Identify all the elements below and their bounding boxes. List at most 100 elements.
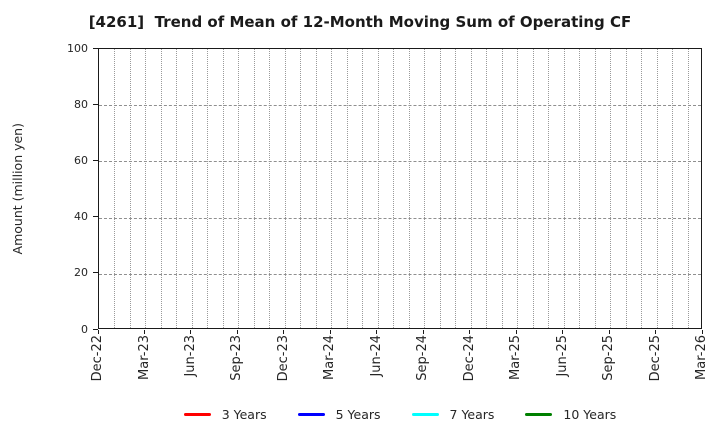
h-gridline: [99, 105, 701, 107]
h-gridline: [99, 161, 701, 163]
x-tick-mark: [562, 330, 564, 334]
v-gridline: [315, 49, 317, 328]
x-tick-label: Mar-25: [508, 335, 524, 380]
v-gridline: [656, 49, 658, 328]
x-tick-label: Dec-25: [647, 335, 663, 382]
x-tick-mark: [144, 330, 145, 334]
h-gridline: [99, 273, 701, 275]
legend-line-swatch: [411, 412, 439, 416]
v-gridline: [424, 49, 426, 328]
y-tick-label: 0: [81, 322, 88, 336]
x-tick-mark: [236, 330, 238, 334]
series-layer: [99, 49, 701, 328]
x-tick-mark: [701, 330, 703, 334]
y-tick-mark: [93, 272, 98, 274]
v-gridline: [486, 49, 488, 328]
v-gridline: [191, 49, 193, 328]
x-tick-mark: [608, 330, 610, 334]
v-gridline: [253, 49, 255, 328]
x-tick-label: Mar-23: [136, 335, 152, 380]
legend-item: 5 Years: [297, 406, 381, 422]
v-gridline: [269, 49, 271, 328]
legend-item: 7 Years: [411, 406, 495, 422]
v-gridline: [610, 49, 612, 328]
y-tick-mark: [93, 103, 98, 105]
v-gridline: [563, 49, 565, 328]
v-gridline: [300, 49, 302, 328]
x-tick-mark: [190, 330, 192, 334]
v-gridline: [439, 49, 441, 328]
legend-label: 7 Years: [449, 406, 495, 422]
v-gridline: [207, 49, 209, 328]
x-tick-label: Jun-23: [182, 335, 198, 377]
legend: 3 Years 5 Years 7 Years 10 Years: [98, 403, 702, 425]
v-gridline: [377, 49, 379, 328]
legend-item: 10 Years: [525, 407, 616, 422]
v-gridline: [672, 49, 674, 328]
legend-label: 3 Years: [221, 406, 267, 422]
x-tick-mark: [329, 330, 331, 334]
y-tick-label: 80: [74, 97, 88, 111]
v-gridline: [641, 49, 643, 328]
x-tick-mark: [515, 330, 517, 334]
x-tick-mark: [422, 330, 424, 334]
v-gridline: [594, 49, 596, 328]
v-gridline: [346, 49, 348, 328]
v-gridline: [687, 49, 689, 328]
y-tick-mark: [93, 47, 98, 49]
v-gridline: [238, 49, 240, 328]
x-tick-mark: [97, 330, 99, 334]
v-gridline: [470, 49, 472, 328]
y-tick-label: 60: [74, 153, 88, 167]
x-tick-label: Mar-26: [694, 335, 709, 380]
legend-label: 5 Years: [335, 406, 381, 422]
x-tick-label: Dec-23: [275, 335, 291, 382]
y-tick-label: 20: [74, 266, 88, 280]
v-gridline: [579, 49, 581, 328]
x-tick-label: Sep-23: [229, 335, 245, 381]
x-tick-label: Mar-24: [322, 335, 338, 380]
y-tick-label: 40: [74, 210, 88, 224]
y-axis-label-container: Amount (million yen): [4, 48, 30, 329]
x-tick-mark: [655, 330, 656, 334]
legend-line-swatch: [525, 412, 553, 416]
h-gridline: [99, 217, 701, 219]
v-gridline: [517, 49, 519, 328]
y-axis-label: Amount (million yen): [9, 122, 25, 255]
v-gridline: [393, 49, 395, 328]
chart-title: [4261] Trend of Mean of 12-Month Moving …: [88, 13, 632, 31]
y-tick-mark: [93, 216, 98, 218]
y-tick-mark: [93, 159, 98, 161]
legend-line-swatch: [183, 412, 211, 416]
v-gridline: [222, 49, 224, 328]
v-gridline: [408, 49, 410, 328]
v-gridline: [114, 49, 116, 328]
x-tick-label: Jun-24: [368, 335, 384, 377]
v-gridline: [145, 49, 147, 328]
v-gridline: [501, 49, 503, 328]
plot-area: [98, 48, 702, 329]
x-tick-label: Dec-24: [461, 335, 477, 382]
y-tick-mark: [93, 328, 98, 330]
v-gridline: [548, 49, 550, 328]
x-tick-label: Dec-22: [90, 335, 105, 382]
v-gridline: [455, 49, 457, 328]
x-tick-label: Sep-24: [415, 335, 431, 381]
x-tick-mark: [469, 330, 471, 334]
v-gridline: [331, 49, 333, 328]
x-tick-mark: [283, 330, 285, 334]
y-tick-label: 100: [67, 41, 88, 55]
x-tick-label: Jun-25: [554, 335, 570, 377]
legend-line-swatch: [297, 412, 325, 416]
v-gridline: [176, 49, 178, 328]
v-gridline: [532, 49, 534, 328]
x-tick-mark: [376, 330, 378, 334]
v-gridline: [625, 49, 627, 328]
v-gridline: [160, 49, 162, 328]
legend-item: 3 Years: [183, 406, 267, 422]
v-gridline: [362, 49, 364, 328]
legend-label: 10 Years: [563, 406, 617, 422]
v-gridline: [284, 49, 286, 328]
x-tick-label: Sep-25: [601, 335, 617, 381]
